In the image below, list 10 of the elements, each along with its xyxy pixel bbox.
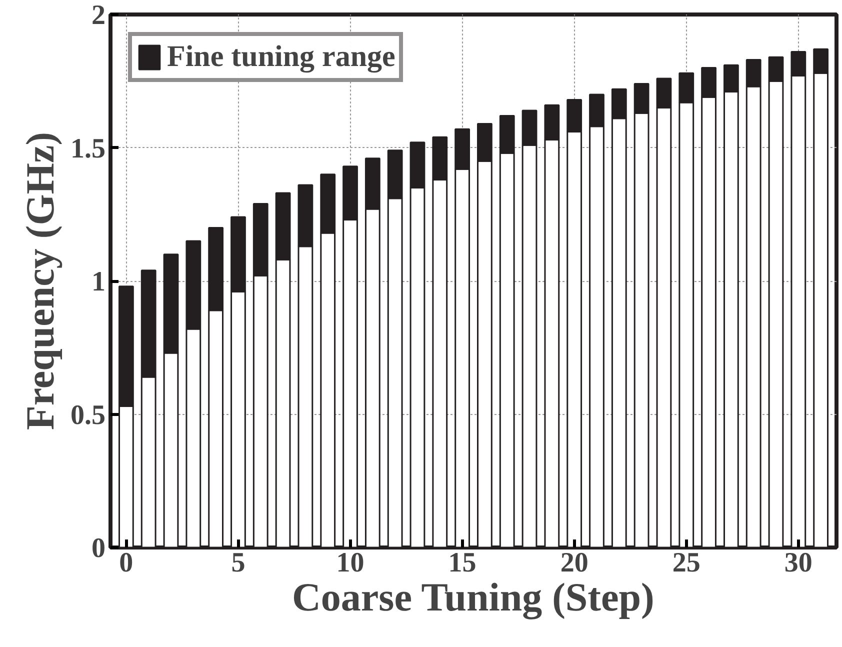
x-tick-label: 25 xyxy=(672,548,700,578)
y-tick-label: 1 xyxy=(92,266,106,298)
x-tick-label: 30 xyxy=(784,548,812,578)
y-tick-label: 2 xyxy=(92,0,106,31)
y-tick-label: 0.5 xyxy=(70,400,106,431)
x-tick-label: 0 xyxy=(119,548,134,578)
legend-label: Fine tuning range xyxy=(167,40,396,74)
y-axis-title: Frequency (GHz) xyxy=(18,132,62,430)
x-tick-label: 5 xyxy=(231,548,246,578)
y-tick-label: 1.5 xyxy=(70,133,106,164)
